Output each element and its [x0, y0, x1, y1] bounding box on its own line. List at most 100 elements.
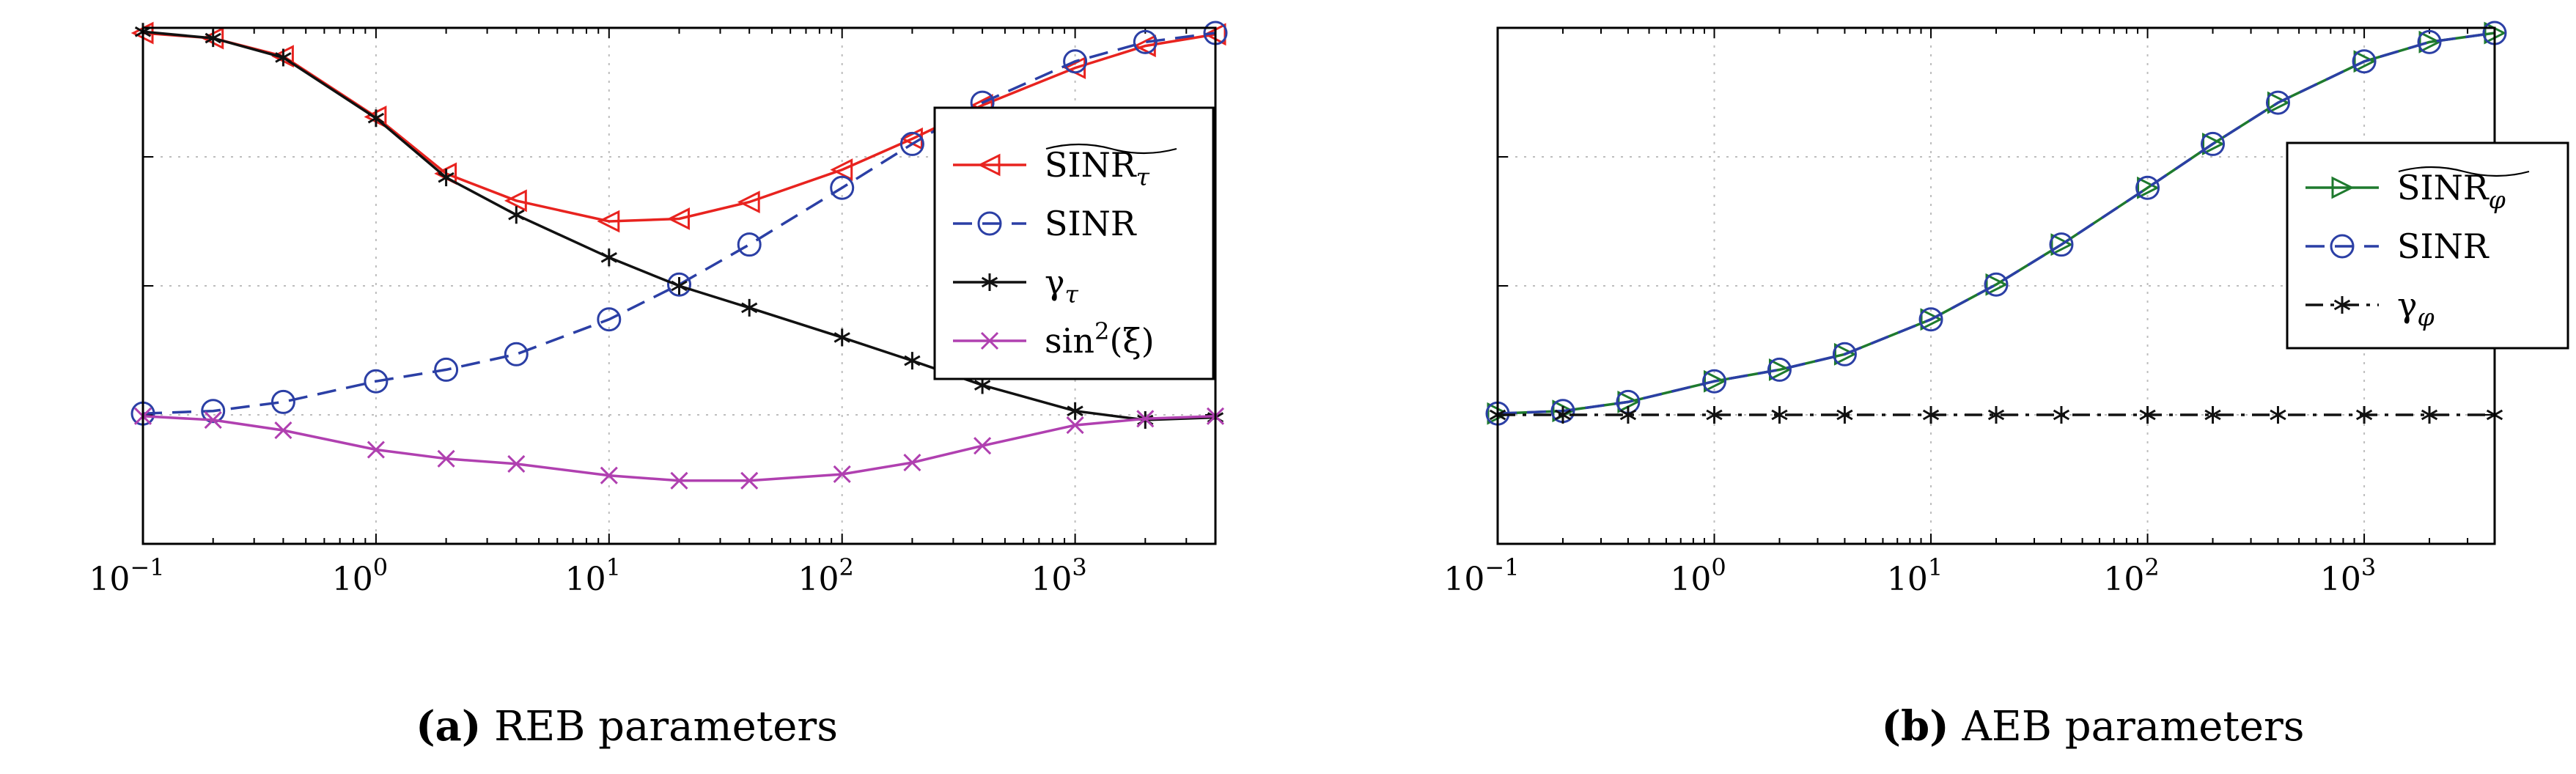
data-point-SINR_phi_tilde — [2353, 50, 2377, 73]
data-point-gamma_phi — [1836, 406, 1853, 424]
data-point-sin2_xi — [600, 466, 618, 484]
data-point-SINR — [2135, 175, 2160, 200]
legend-marker — [2333, 296, 2351, 314]
x-tick-label: 100 — [332, 553, 388, 598]
data-point-gamma_tau — [671, 277, 688, 295]
data-point-gamma_phi — [2053, 406, 2070, 424]
legend-label: SINR — [2397, 226, 2489, 266]
data-point-SINR_tau_tilde — [597, 210, 620, 233]
tilde-accent — [2398, 166, 2530, 177]
data-point-SINR_tau_tilde — [737, 191, 760, 214]
data-point-sin2_xi — [1066, 416, 1084, 435]
data-point-SINR — [1133, 29, 1158, 54]
data-point-gamma_tau — [600, 248, 617, 267]
series-gamma_tau — [134, 23, 1224, 430]
x-tick-label: 100 — [1670, 553, 1726, 598]
tilde-accent — [1045, 143, 1177, 155]
legend-marker — [2331, 176, 2355, 199]
data-point-gamma_tau — [508, 206, 525, 224]
data-point-gamma_phi — [1706, 406, 1723, 424]
data-point-gamma_phi — [2355, 406, 2373, 424]
legend-marker — [977, 211, 1002, 236]
data-point-gamma_phi — [1922, 406, 1940, 424]
data-point-sin2_xi — [204, 410, 222, 430]
legend-label: γφ — [2397, 285, 2435, 331]
series-line-sin2_xi — [142, 415, 1216, 482]
data-point-SINR — [1918, 307, 1943, 332]
x-tick-label: 10−1 — [89, 553, 164, 598]
data-point-gamma_phi — [2139, 406, 2156, 424]
data-point-gamma_tau — [275, 48, 292, 67]
figure-caption: (b) AEB parameters — [1881, 702, 2304, 751]
legend-box — [2286, 141, 2569, 350]
data-point-SINR — [201, 399, 226, 424]
series-line-SINR — [142, 32, 1216, 415]
legend-marker — [977, 153, 1001, 177]
legend-marker — [980, 331, 999, 350]
data-point-gamma_phi — [1619, 406, 1637, 424]
data-point-SINR_phi_tilde — [1985, 273, 2009, 296]
series-line-SINR — [1497, 32, 2495, 415]
data-point-SINR — [597, 307, 622, 332]
data-point-gamma_tau — [205, 29, 221, 48]
data-point-SINR_phi_tilde — [2267, 91, 2290, 114]
x-tick-label: 103 — [1031, 553, 1086, 598]
x-tick-label: 103 — [2320, 553, 2376, 598]
data-point-SINR — [899, 131, 924, 156]
data-point-sin2_xi — [274, 421, 292, 440]
data-point-SINR — [2417, 29, 2442, 54]
legend-marker — [981, 273, 998, 291]
data-point-sin2_xi — [507, 454, 526, 473]
data-point-sin2_xi — [437, 449, 455, 468]
figure-caption: (a) REB parameters — [416, 702, 838, 751]
data-point-SINR — [271, 389, 295, 414]
series-sin2_xi — [133, 407, 1225, 490]
data-point-SINR — [434, 357, 459, 382]
data-point-gamma_phi — [1771, 406, 1788, 424]
x-tick-label: 102 — [798, 553, 854, 598]
data-point-SINR_phi_tilde — [2418, 30, 2442, 54]
data-point-SINR_tau_tilde — [504, 189, 527, 213]
data-point-SINR — [1767, 357, 1792, 382]
legend-marker — [2330, 234, 2355, 259]
data-point-gamma_tau — [741, 298, 758, 317]
data-point-SINR — [2049, 232, 2074, 257]
data-point-SINR — [2265, 90, 2290, 115]
data-point-gamma_phi — [1987, 406, 2005, 424]
data-point-SINR — [667, 272, 691, 297]
data-point-SINR_tau_tilde — [667, 207, 690, 230]
series-SINR — [1485, 21, 2507, 426]
legend-label: γτ — [1045, 262, 1079, 309]
data-point-gamma_phi — [1554, 406, 1572, 424]
data-point-SINR — [830, 175, 855, 200]
data-point-SINR — [1063, 49, 1088, 74]
data-point-gamma_phi — [2270, 406, 2286, 424]
data-point-gamma_tau — [367, 109, 385, 128]
data-point-SINR — [1702, 369, 1727, 394]
data-point-SINR — [364, 369, 389, 394]
series-gamma_phi — [1489, 406, 2503, 424]
x-tick-label: 101 — [1887, 553, 1943, 598]
legend-label: sin2(ξ) — [1045, 317, 1155, 361]
data-point-gamma_phi — [2204, 406, 2221, 424]
x-tick-label: 102 — [2103, 553, 2159, 598]
data-point-sin2_xi — [740, 471, 759, 490]
data-point-SINR — [2201, 131, 2226, 156]
data-point-SINR_phi_tilde — [1920, 308, 1943, 331]
data-point-SINR — [737, 232, 762, 257]
data-point-sin2_xi — [974, 437, 992, 455]
data-point-SINR_phi_tilde — [2202, 132, 2225, 155]
data-point-sin2_xi — [1136, 410, 1155, 428]
data-point-gamma_tau — [438, 169, 455, 187]
data-point-SINR_phi_tilde — [2137, 176, 2160, 199]
data-point-SINR — [2352, 49, 2377, 74]
legend-label: SINR — [1045, 204, 1137, 243]
data-point-SINR — [504, 342, 529, 366]
plot-frame — [141, 26, 1217, 545]
data-point-SINR_tau_tilde — [830, 158, 853, 182]
